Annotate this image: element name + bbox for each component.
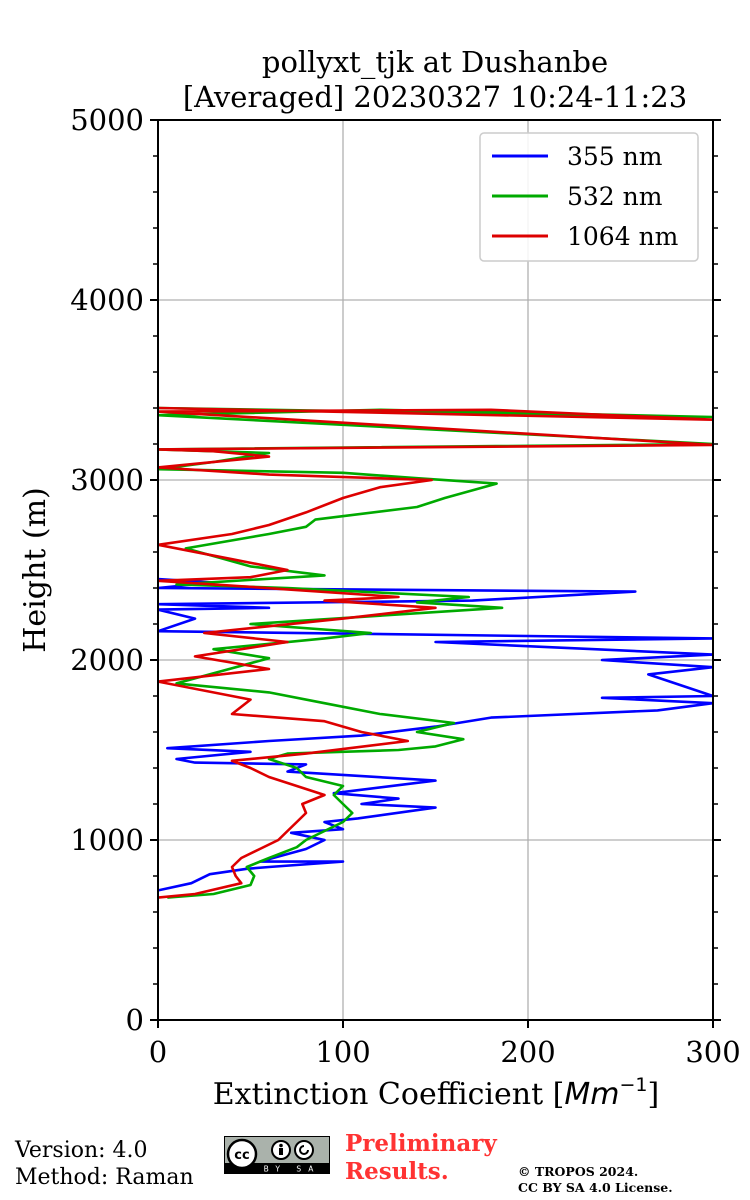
legend-label-532: 532 nm	[567, 182, 663, 211]
y-tick-label: 4000	[70, 283, 144, 317]
x-axis-label-unit: Mm	[564, 1077, 619, 1112]
x-tick-label: 200	[500, 1035, 555, 1069]
x-tick-label: 300	[685, 1035, 740, 1069]
copyright-line1: © TROPOS 2024.	[518, 1164, 639, 1179]
legend-label-1064: 1064 nm	[567, 222, 679, 251]
extinction-chart: pollyxt_tjk at Dushanbe [Averaged] 20230…	[18, 45, 741, 1112]
series-line-1064-nm	[158, 406, 713, 899]
y-tick-label: 5000	[70, 103, 144, 137]
x-tick-label: 100	[315, 1035, 370, 1069]
chart-title-line1: pollyxt_tjk at Dushanbe	[262, 45, 608, 80]
x-axis-label: Extinction Coefficient [Mm−1]	[213, 1074, 659, 1112]
copyright-line2: CC BY SA 4.0 License.	[518, 1180, 673, 1195]
y-tick-label: 3000	[70, 463, 144, 497]
y-axis-label: Height (m)	[18, 487, 53, 652]
legend: 355 nm 532 nm 1064 nm	[479, 132, 699, 262]
cc-license-badge: cc BY SA	[224, 1136, 330, 1174]
preliminary-label-line2: Results.	[345, 1158, 449, 1185]
x-axis-label-exponent: −1	[619, 1074, 647, 1096]
legend-box	[479, 132, 699, 262]
cc-badge-text: BY SA	[264, 1165, 321, 1174]
series-lines	[158, 406, 713, 899]
x-axis-label-main: Extinction Coefficient [	[213, 1077, 565, 1112]
x-axis-label-close: ]	[648, 1077, 660, 1112]
cc-logo-text: cc	[234, 1148, 249, 1163]
series-line-532-nm	[158, 406, 713, 899]
plot-frame	[157, 119, 714, 1021]
cc-logo-icon	[226, 1138, 258, 1170]
sa-sharealike-icon	[294, 1140, 314, 1160]
chart-title-line2: [Averaged] 20230327 10:24-11:23	[183, 80, 687, 114]
y-tick-label: 2000	[70, 643, 144, 677]
y-tick-label: 1000	[70, 823, 144, 857]
series-line-355-nm	[158, 577, 713, 892]
legend-label-355: 355 nm	[567, 142, 663, 171]
x-tick-label: 0	[149, 1035, 167, 1069]
preliminary-label-line1: Preliminary	[345, 1130, 497, 1157]
version-text: Version: 4.0	[15, 1138, 148, 1163]
y-tick-label: 0	[126, 1003, 144, 1037]
method-text: Method: Raman	[15, 1165, 194, 1190]
